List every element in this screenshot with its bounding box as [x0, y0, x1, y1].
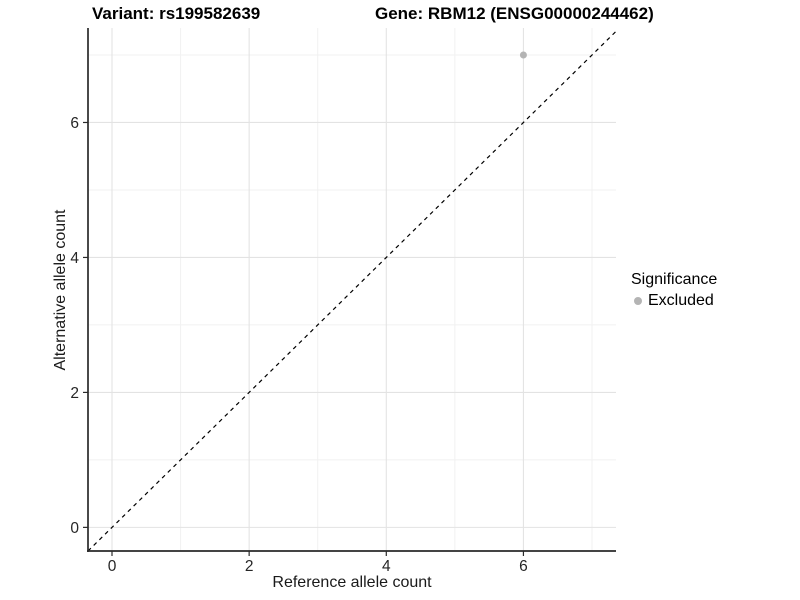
plot-title-variant: Variant: rs199582639 — [92, 4, 261, 23]
x-tick-label: 4 — [382, 558, 391, 575]
y-tick-label: 0 — [70, 520, 79, 537]
y-tick-label: 4 — [70, 250, 79, 267]
legend-item-excluded: Excluded — [631, 292, 717, 310]
data-point — [519, 51, 527, 59]
identity-reference-line — [87, 30, 617, 552]
y-axis-title: Alternative allele count — [52, 209, 69, 371]
x-tick-label: 0 — [108, 558, 117, 575]
y-tick-label: 2 — [70, 385, 79, 402]
x-axis-title: Reference allele count — [272, 574, 432, 591]
legend-title: Significance — [631, 271, 718, 288]
x-tick-label: 2 — [245, 558, 254, 575]
legend: Significance Excluded — [631, 271, 717, 310]
legend-key-dot-icon — [634, 297, 642, 305]
y-tick-label: 6 — [70, 115, 79, 132]
x-tick-label: 6 — [519, 558, 528, 575]
plot-title-gene: Gene: RBM12 (ENSG00000244462) — [375, 4, 654, 23]
legend-item-label: Excluded — [648, 292, 714, 309]
